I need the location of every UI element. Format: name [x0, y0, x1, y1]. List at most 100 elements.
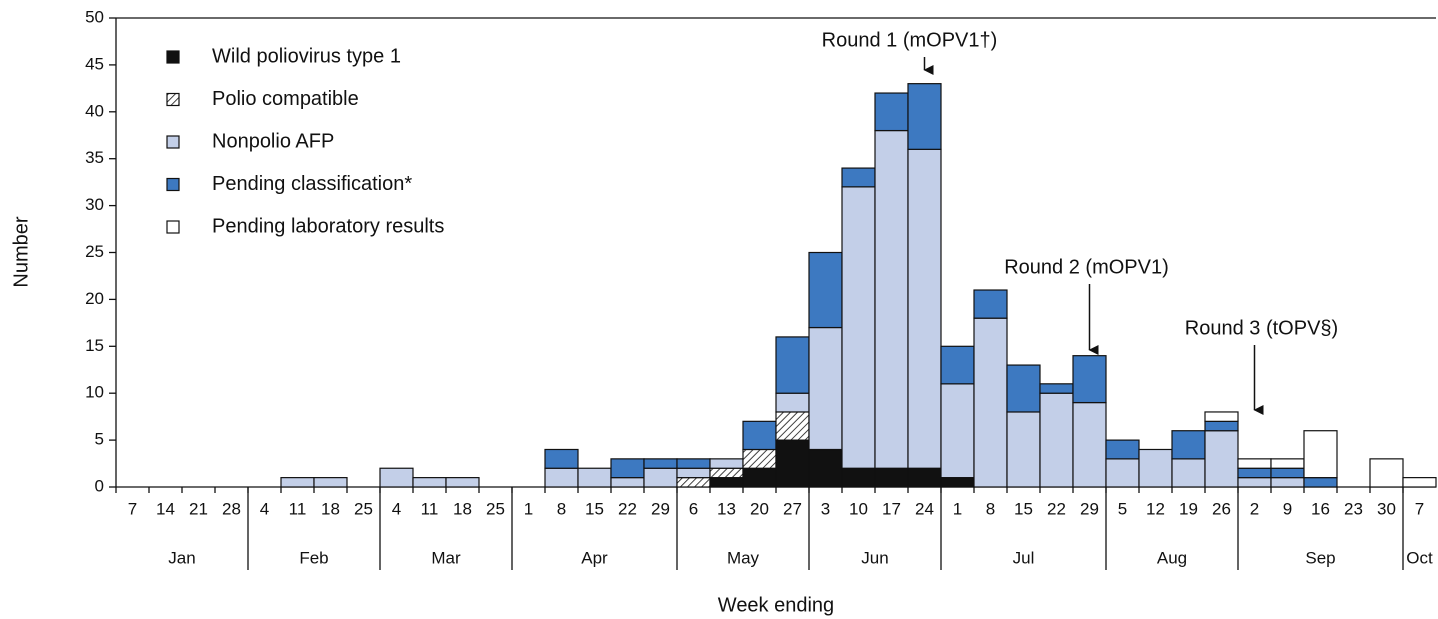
y-axis-label: Number — [10, 216, 32, 287]
bar-segment — [1105, 458, 1140, 488]
x-tick-label: 30 — [1377, 499, 1396, 518]
x-tick-label: 22 — [1047, 499, 1066, 518]
bar-segment — [643, 458, 678, 469]
x-tick-label: 11 — [421, 499, 439, 518]
y-tick-label: 25 — [85, 242, 104, 261]
legend-swatch — [166, 135, 180, 149]
bar-segment — [808, 448, 843, 488]
x-tick-label: 29 — [1080, 499, 1099, 518]
month-label: Feb — [299, 548, 328, 567]
x-tick-label: 20 — [750, 499, 769, 518]
x-tick-label: 4 — [260, 499, 269, 518]
month-label: Jan — [168, 548, 195, 567]
bar-segment — [544, 448, 579, 469]
bar-segment — [1072, 401, 1107, 488]
legend-label: Polio compatible — [212, 88, 359, 110]
bar-segment — [874, 92, 909, 132]
month-label: Oct — [1406, 548, 1433, 567]
bar-segment — [907, 83, 942, 150]
x-tick-label: 3 — [821, 499, 830, 518]
bar-segment — [1039, 383, 1074, 394]
x-tick-label: 11 — [289, 499, 307, 518]
bar-segment — [775, 439, 810, 488]
y-tick-label: 35 — [85, 148, 104, 167]
bar-segment — [676, 458, 711, 469]
month-label: Sep — [1305, 548, 1335, 567]
bar-segment — [1204, 430, 1239, 488]
x-tick-label: 8 — [557, 499, 566, 518]
bar-segment — [1171, 430, 1206, 460]
bar-segment — [940, 477, 975, 488]
annotation: Round 2 (mOPV1) — [1004, 256, 1169, 278]
bar-segment — [775, 336, 810, 394]
bar-segment — [841, 467, 876, 488]
bar-segment — [379, 467, 414, 488]
bar-segment — [1237, 458, 1272, 469]
bar-segment — [973, 289, 1008, 319]
x-tick-label: 21 — [189, 499, 208, 518]
bar-segment — [1270, 467, 1305, 479]
bar-segment — [1006, 364, 1041, 413]
legend-swatch — [166, 92, 180, 107]
bar-segment — [1204, 420, 1239, 432]
bar-segment — [676, 467, 711, 479]
x-tick-label: 8 — [986, 499, 995, 518]
x-tick-label: 9 — [1283, 499, 1292, 518]
y-tick-label: 30 — [85, 195, 104, 214]
legend-label: Pending classification* — [212, 173, 412, 195]
bar-segment — [1138, 448, 1173, 488]
annotation: Round 1 (mOPV1†) — [822, 29, 998, 51]
bar-segment — [544, 467, 579, 488]
x-tick-label: 15 — [1014, 499, 1033, 518]
x-tick-label: 18 — [453, 499, 472, 518]
x-tick-label: 7 — [1415, 499, 1424, 518]
x-tick-label: 15 — [585, 499, 604, 518]
bar-segment — [1204, 411, 1239, 422]
bar-segment — [973, 317, 1008, 488]
x-tick-label: 12 — [1146, 499, 1165, 518]
x-tick-label: 29 — [651, 499, 670, 518]
bar-segment — [1171, 458, 1206, 488]
bar-segment — [1006, 411, 1041, 488]
bar-segment — [412, 477, 447, 488]
bar-segment — [280, 477, 315, 488]
x-axis-label: Week ending — [718, 594, 834, 616]
x-tick-label: 6 — [689, 499, 698, 518]
x-tick-label: 16 — [1311, 499, 1330, 518]
x-tick-label: 1 — [524, 499, 533, 518]
legend-label: Pending laboratory results — [212, 215, 444, 237]
bar-segment — [841, 167, 876, 188]
legend-label: Nonpolio AFP — [212, 130, 334, 152]
x-tick-label: 4 — [392, 499, 401, 518]
x-tick-label: 19 — [1179, 499, 1198, 518]
x-tick-label: 28 — [222, 499, 241, 518]
bar-segment — [775, 392, 810, 413]
bar-segment — [1303, 477, 1338, 488]
x-tick-label: 2 — [1250, 499, 1259, 518]
month-label: Jun — [861, 548, 888, 567]
bar-segment — [610, 477, 645, 488]
bar-segment — [742, 467, 777, 488]
bar-segment — [775, 411, 810, 441]
x-tick-label: 22 — [618, 499, 637, 518]
x-tick-label: 25 — [354, 499, 373, 518]
x-tick-label: 25 — [486, 499, 505, 518]
bar-segment — [1270, 458, 1305, 469]
y-tick-label: 45 — [85, 54, 104, 73]
month-label: May — [727, 548, 760, 567]
bar-segment — [1105, 439, 1140, 460]
x-tick-label: 18 — [321, 499, 340, 518]
bar-segment — [577, 467, 612, 488]
y-tick-label: 40 — [85, 101, 104, 120]
y-tick-label: 10 — [85, 383, 104, 402]
bar-segment — [907, 467, 942, 488]
bar-segment — [940, 345, 975, 385]
bar-segment — [1369, 458, 1404, 488]
y-tick-label: 50 — [85, 7, 104, 26]
x-tick-label: 26 — [1212, 499, 1231, 518]
x-tick-label: 24 — [915, 499, 934, 518]
legend-swatch — [166, 177, 180, 192]
bar-segment — [940, 383, 975, 479]
bar-segment — [1072, 355, 1107, 404]
